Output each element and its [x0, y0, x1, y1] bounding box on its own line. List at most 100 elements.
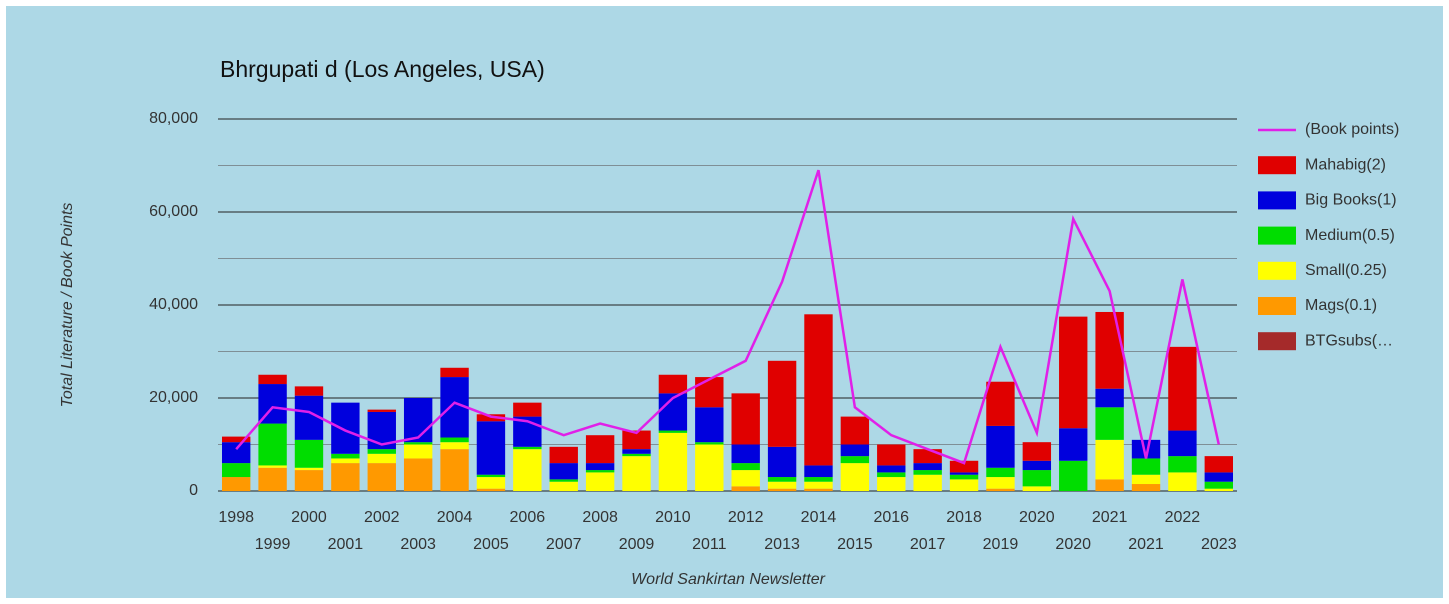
y-tick-label: 0 [189, 482, 198, 499]
bar-segment [331, 463, 360, 491]
legend-label: Small(0.25) [1305, 262, 1387, 279]
bar-segment [258, 467, 287, 491]
bar-segment [294, 386, 324, 396]
bar-segment [913, 474, 942, 491]
bar-segment [549, 481, 578, 491]
bar-segment [695, 442, 724, 445]
bar-segment [1022, 486, 1052, 491]
bar-segment [767, 360, 797, 447]
bar-segment [877, 477, 906, 491]
x-tick-label: 2022 [1165, 509, 1201, 526]
legend-label: Medium(0.5) [1305, 227, 1395, 244]
bar-segment [804, 488, 833, 491]
bar-segment [1204, 481, 1233, 489]
bar-segment [403, 444, 433, 459]
bar-segment [1204, 488, 1233, 491]
bar-segment [440, 367, 469, 378]
bar-segment [804, 314, 833, 466]
bar-segment [440, 449, 469, 491]
bar-segment [1168, 346, 1197, 431]
x-tick-label: 2017 [910, 536, 946, 553]
chart-title: Bhrgupati d (Los Angeles, USA) [220, 56, 545, 82]
bar-segment [913, 449, 942, 464]
bar-segment [949, 460, 979, 473]
bar-segment [585, 470, 615, 473]
bar-segment [1131, 484, 1161, 491]
x-tick-label: 2021 [1092, 509, 1128, 526]
bar-segment [622, 456, 651, 491]
bar-segment [804, 481, 833, 489]
bar-segment [1204, 456, 1233, 473]
bar-segment [731, 486, 760, 491]
bar-segment [1131, 439, 1161, 459]
bar-segment [331, 458, 360, 464]
legend-swatch [1258, 261, 1296, 280]
bar-segment [986, 488, 1015, 491]
x-tick-label: 2001 [328, 536, 364, 553]
bar-segment [513, 449, 542, 491]
bar-segment [767, 481, 797, 489]
x-tick-label: 2005 [473, 536, 509, 553]
bar-segment [1095, 479, 1124, 491]
bar-segment [622, 449, 651, 454]
bar-segment [1022, 460, 1052, 471]
bar-segment [1095, 311, 1124, 389]
x-tick-label: 2014 [801, 509, 837, 526]
bar-segment [403, 442, 433, 445]
bar-segment [804, 477, 833, 482]
bar-segment [294, 467, 324, 471]
bar-segment [222, 463, 251, 478]
legend-label: Mags(0.1) [1305, 297, 1377, 314]
legend-label: Big Books(1) [1305, 192, 1397, 209]
bar-segment [840, 456, 870, 464]
bar-segment [622, 430, 651, 450]
bar-segment [1204, 472, 1233, 482]
bar-segment [549, 463, 578, 480]
bar-segment [913, 470, 942, 475]
bar-segment [585, 435, 615, 464]
bar-segment [549, 446, 578, 464]
bar-segment [258, 374, 287, 385]
x-tick-label: 2019 [983, 536, 1019, 553]
x-tick-label: 2011 [692, 536, 727, 553]
bar-segment [658, 432, 688, 491]
y-tick-label: 20,000 [149, 389, 198, 406]
x-tick-label: 1998 [218, 509, 254, 526]
bar-segment [222, 477, 251, 491]
bar-segment [840, 416, 870, 445]
bar-segment [695, 377, 724, 408]
bar-segment [403, 458, 433, 491]
bar-segment [731, 444, 760, 464]
bar-segment [294, 439, 324, 468]
bar-segment [476, 488, 506, 491]
bar-segment [440, 437, 469, 443]
bar-segment [731, 463, 760, 471]
bar-segment [513, 446, 542, 450]
bar-segment [1095, 407, 1124, 440]
bar-segment [367, 449, 396, 454]
x-tick-label: 2020 [1019, 509, 1055, 526]
bar-segment [695, 407, 724, 443]
bar-segment [1095, 439, 1124, 480]
bar-segment [986, 425, 1015, 468]
legend-swatch [1258, 226, 1296, 245]
x-tick-label: 2003 [400, 536, 436, 553]
bar-segment [804, 465, 833, 478]
bar-segment [476, 477, 506, 489]
bar-segment [440, 442, 469, 450]
bar-segment [1095, 388, 1124, 408]
bar-segment [476, 474, 506, 478]
bar-segment [513, 402, 542, 417]
x-tick-label: 2018 [946, 509, 982, 526]
bar-segment [222, 442, 251, 464]
bar-segment [585, 472, 615, 491]
x-tick-label: 2008 [582, 509, 618, 526]
bar-segment [622, 453, 651, 457]
x-tick-label: 2023 [1201, 536, 1237, 553]
bar-segment [367, 453, 396, 464]
y-tick-label: 40,000 [149, 296, 198, 313]
bar-segment [913, 463, 942, 471]
x-tick-label: 2000 [291, 509, 327, 526]
bar-segment [1059, 316, 1088, 429]
x-tick-label: 2010 [655, 509, 691, 526]
